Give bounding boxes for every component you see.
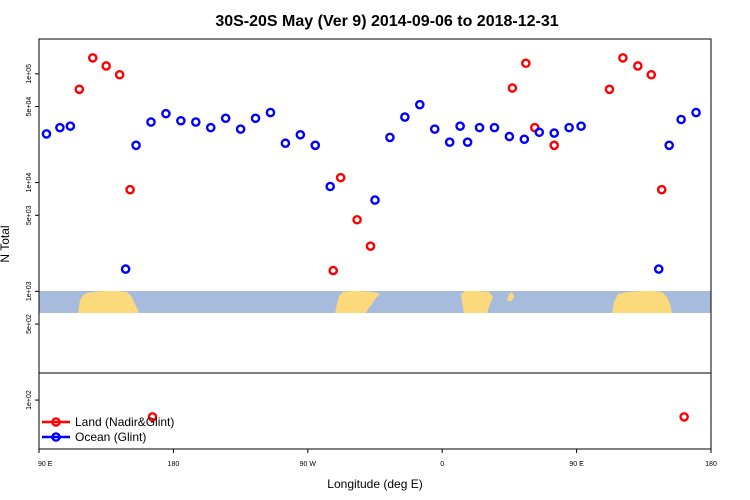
land-point-4: [125, 184, 135, 195]
ocean-point-11: [235, 124, 246, 134]
legend-label-land: Land (Nadir&Glint): [75, 415, 174, 429]
x-tick-label-2: 90 W: [300, 461, 317, 468]
y-tick-label-3: 5e+03: [26, 205, 33, 225]
x-axis: 90 E 180 90 W 0 90 E 180: [38, 449, 717, 468]
ocean-point-24: [455, 121, 465, 131]
ocean-point-0: [41, 129, 52, 139]
ocean-point-18: [370, 195, 380, 205]
y-tick-label-4: 1e+04: [26, 173, 33, 193]
y-tick-label-0: 1e+02: [26, 390, 33, 410]
ocean-point-21: [414, 99, 425, 110]
y-tick-label-2: 1e+03: [26, 281, 33, 301]
ocean-point-30: [534, 127, 545, 138]
ocean-point-13: [265, 107, 276, 118]
land-point-19: [679, 412, 689, 422]
ocean-point-14: [280, 138, 291, 149]
ocean-point-23: [444, 137, 455, 147]
y-tick-label-1: 5e+02: [26, 314, 33, 334]
land-point-3: [114, 69, 125, 80]
x-tick-label-0: 90 E: [38, 461, 53, 468]
ocean-point-9: [205, 122, 216, 133]
plot-frame: [38, 38, 712, 450]
ocean-point-35: [664, 140, 674, 151]
land-point-15: [618, 53, 628, 63]
chart-title: 30S-20S May (Ver 9) 2014-09-06 to 2018-1…: [215, 13, 558, 30]
land-point-14: [604, 84, 615, 95]
ocean-point-12: [250, 113, 261, 124]
world-map-strip: [39, 291, 711, 313]
y-axis-label: N Total: [0, 225, 12, 262]
ocean-point-28: [504, 131, 515, 142]
legend-label-ocean: Ocean (Glint): [75, 430, 146, 444]
ocean-point-19: [385, 132, 395, 143]
x-tick-label-4: 90 E: [569, 461, 584, 468]
ocean-point-7: [176, 115, 186, 126]
land-point-18: [656, 184, 667, 195]
land-point-0: [74, 84, 85, 95]
ocean-point-27: [489, 122, 500, 133]
land-point-8: [352, 214, 362, 225]
legend-marker-ocean: [51, 432, 61, 442]
map-land: [78, 291, 672, 313]
ocean-point-2: [65, 121, 76, 131]
map-land-region-1: [78, 291, 139, 313]
ocean-point-25: [462, 137, 473, 147]
ocean-point-17: [325, 181, 336, 192]
map-ocean: [39, 291, 711, 313]
ocean-point-20: [400, 112, 410, 122]
y-tick-label-6: 1e+05: [26, 64, 33, 84]
land-point-5: [147, 412, 158, 422]
ocean-point-8: [190, 117, 201, 127]
ocean-point-22: [429, 124, 440, 134]
ocean-point-6: [161, 108, 171, 119]
ocean-point-4: [131, 140, 141, 151]
land-point-9: [365, 241, 376, 251]
legend-marker-land: [51, 417, 61, 427]
ocean-point-29: [519, 134, 530, 145]
map-land-region-5: [612, 291, 672, 313]
land-point-10: [507, 83, 518, 93]
land-point-2: [101, 61, 111, 71]
map-land-region-3: [461, 291, 493, 313]
land-point-6: [328, 265, 338, 276]
map-land-region-4: [507, 292, 514, 301]
land-point-13: [549, 140, 560, 151]
y-tick-label-5: 5e+04: [26, 97, 33, 117]
land-point-1: [87, 53, 98, 63]
map-land-region-2: [335, 291, 380, 313]
ocean-point-32: [564, 122, 574, 133]
ocean-point-26: [474, 122, 485, 133]
ocean-point-3: [120, 264, 131, 274]
ocean-point-15: [295, 129, 306, 140]
land-point-16: [633, 61, 643, 71]
data-points: [41, 53, 701, 422]
ocean-point-34: [653, 264, 664, 274]
x-tick-label-3: 0: [440, 461, 444, 468]
y-axis: 1e+02 5e+02 1e+03 5e+03 1e+04 5e+04 1e+05: [26, 64, 39, 410]
ocean-point-10: [220, 113, 231, 124]
ocean-point-37: [691, 107, 701, 118]
ocean-point-5: [146, 117, 156, 127]
x-tick-label-5: 180: [705, 461, 717, 468]
ocean-point-16: [310, 140, 321, 151]
land-point-11: [521, 58, 531, 69]
ocean-point-31: [549, 128, 560, 138]
x-axis-label: Longitude (deg E): [327, 477, 422, 491]
ocean-point-1: [55, 122, 65, 133]
ocean-point-33: [576, 121, 586, 131]
legend: Land (Nadir&Glint) Ocean (Glint): [42, 415, 174, 444]
ocean-point-36: [676, 114, 686, 125]
land-point-17: [646, 69, 657, 80]
land-point-7: [335, 172, 346, 183]
x-tick-label-1: 180: [168, 461, 180, 468]
